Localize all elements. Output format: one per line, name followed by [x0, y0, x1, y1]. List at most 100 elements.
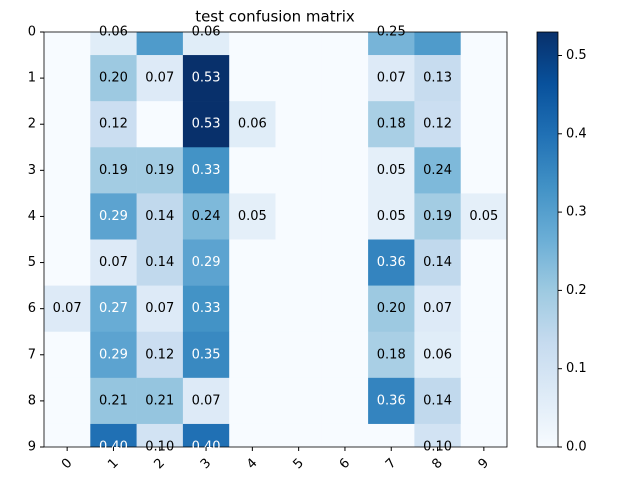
heatmap-cell — [275, 423, 323, 447]
heatmap-cell — [136, 331, 184, 379]
cell-label: 0.14 — [423, 255, 452, 270]
cell-label: 0.07 — [145, 71, 174, 86]
cell-label: 0.07 — [53, 301, 82, 316]
colorbar-tick-label: 0.0 — [566, 440, 587, 455]
cell-label: 0.14 — [145, 209, 174, 224]
heatmap-cell — [368, 147, 415, 194]
heatmap-cell — [229, 32, 276, 56]
heatmap-cell — [90, 423, 137, 447]
heatmap-cell — [414, 331, 461, 379]
heatmap-cell — [44, 377, 91, 425]
heatmap-cell — [182, 285, 230, 333]
x-tick-label: 1 — [105, 456, 121, 472]
cell-label: 0.24 — [423, 163, 452, 178]
cell-label: 0.05 — [469, 209, 498, 224]
heatmap-cell — [275, 285, 323, 333]
heatmap-cell — [275, 331, 323, 379]
heatmap-cell — [90, 331, 137, 379]
heatmap-cell — [136, 239, 184, 286]
y-tick-label: 7 — [28, 347, 36, 362]
cell-label: 0.27 — [99, 301, 128, 316]
heatmap-cell — [44, 193, 91, 240]
x-tick-label: 2 — [152, 456, 168, 472]
heatmap-cell — [321, 101, 369, 148]
heatmap-cell — [182, 239, 230, 286]
colorbar-tick-label: 0.1 — [566, 361, 587, 376]
cell-label: 0.14 — [145, 255, 174, 270]
heatmap-cell — [368, 331, 415, 379]
heatmap-cell — [44, 423, 91, 447]
heatmap-cell — [90, 193, 137, 240]
heatmap-cell — [136, 147, 184, 194]
heatmap-cell — [44, 239, 91, 286]
heatmap-cell — [414, 147, 461, 194]
heatmap-cell — [414, 193, 461, 240]
heatmap-cell — [368, 239, 415, 286]
cell-label: 0.06 — [238, 117, 267, 132]
cell-label: 0.36 — [377, 255, 406, 270]
y-tick-label: 8 — [28, 393, 36, 408]
heatmap-cell — [321, 193, 369, 240]
y-tick-label: 4 — [28, 209, 36, 224]
y-tick-label: 0 — [28, 25, 36, 40]
y-tick-label: 3 — [28, 163, 36, 178]
heatmap-cell — [460, 423, 507, 447]
heatmap-cell — [229, 101, 276, 148]
cell-label: 0.07 — [145, 301, 174, 316]
heatmap-cell — [368, 377, 415, 425]
cell-label: 0.33 — [192, 301, 221, 316]
heatmap-cell — [44, 331, 91, 379]
cell-label: 0.21 — [99, 393, 128, 408]
colorbar-tick-label: 0.2 — [566, 283, 587, 298]
heatmap-cell — [44, 101, 91, 148]
cell-label: 0.05 — [377, 209, 406, 224]
cell-label: 0.05 — [238, 209, 267, 224]
cell-label: 0.53 — [192, 117, 221, 132]
heatmap-cell — [414, 285, 461, 333]
heatmap-cell — [229, 55, 276, 102]
heatmap-cell — [275, 239, 323, 286]
cell-label: 0.05 — [377, 163, 406, 178]
heatmap-cell — [136, 193, 184, 240]
cell-label: 0.18 — [377, 347, 406, 362]
heatmap-cell — [414, 101, 461, 148]
heatmap-cell — [368, 285, 415, 333]
heatmap — [44, 32, 507, 447]
heatmap-cell — [90, 32, 137, 56]
cell-label: 0.19 — [145, 163, 174, 178]
cell-label: 0.29 — [99, 209, 128, 224]
x-tick-label: 7 — [383, 456, 399, 472]
heatmap-cell — [90, 377, 137, 425]
heatmap-cell — [136, 285, 184, 333]
heatmap-cell — [136, 101, 184, 148]
cell-label: 0.07 — [423, 301, 452, 316]
heatmap-cell — [321, 55, 369, 102]
heatmap-cell — [136, 32, 184, 56]
heatmap-cell — [321, 423, 369, 447]
heatmap-cell — [368, 32, 415, 56]
heatmap-cell — [182, 377, 230, 425]
heatmap-cell — [368, 193, 415, 240]
heatmap-cell — [90, 147, 137, 194]
colorbar — [536, 31, 559, 448]
colorbar-tick-label: 0.5 — [566, 48, 587, 63]
x-tick-label: 0 — [59, 456, 75, 472]
cell-label: 0.07 — [377, 71, 406, 86]
heatmap-cell — [460, 331, 507, 379]
heatmap-cell — [229, 377, 276, 425]
heatmap-cell — [275, 55, 323, 102]
heatmap-cell — [182, 331, 230, 379]
heatmap-cell — [460, 101, 507, 148]
x-tick-label: 4 — [244, 456, 260, 472]
heatmap-cell — [229, 423, 276, 447]
cell-label: 0.21 — [145, 393, 174, 408]
heatmap-cell — [90, 239, 137, 286]
heatmap-cell — [368, 55, 415, 102]
cell-label: 0.12 — [99, 117, 128, 132]
cell-label: 0.20 — [377, 301, 406, 316]
heatmap-cell — [229, 193, 276, 240]
heatmap-cell — [321, 239, 369, 286]
heatmap-cell — [414, 239, 461, 286]
heatmap-cell — [321, 377, 369, 425]
y-tick-label: 2 — [28, 117, 36, 132]
